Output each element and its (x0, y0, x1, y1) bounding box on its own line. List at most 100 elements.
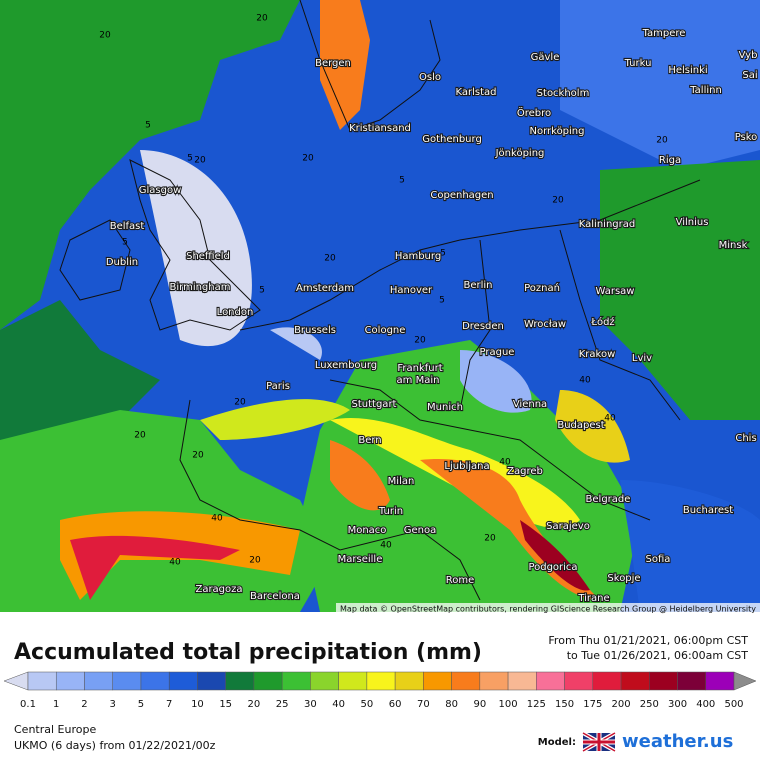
colorbar-box (366, 671, 396, 691)
colorbar-box (55, 671, 85, 691)
colorbar-label: 300 (668, 699, 687, 710)
city-label: Lviv (632, 353, 652, 364)
colorbar-label: 20 (248, 699, 261, 710)
colorbar-label: 80 (445, 699, 458, 710)
city-label: Kristiansand (349, 123, 411, 134)
city-label: Hanover (390, 285, 433, 296)
city-label: Bern (358, 435, 381, 446)
city-label: Karlstad (455, 87, 496, 98)
contour-label: 20 (194, 156, 206, 166)
colorbar-box (592, 671, 622, 691)
colorbar: 0.1 1 2 3 5 7 10 15 20 25 30 40 50 60 70 80 90 100 125 150 1… (3, 671, 757, 710)
city-label: Zaragoza (195, 584, 242, 595)
colorbar-label: 1 (53, 699, 59, 710)
contour-label: 20 (302, 154, 314, 164)
field-red (70, 535, 240, 600)
city-label: Tallinn (689, 85, 722, 96)
city-label: am Main (397, 375, 440, 386)
coastline (239, 179, 701, 331)
colorbar-box (225, 671, 255, 691)
contour-label: 40 (579, 376, 591, 386)
city-label: Poznań (524, 282, 560, 294)
field-green (600, 160, 760, 420)
colorbar-arrow-high (733, 671, 757, 691)
contour-label: 5 (187, 154, 193, 164)
city-label: Kaliningrad (579, 219, 635, 230)
field-blue (560, 0, 760, 170)
colorbar-box (564, 671, 594, 691)
contour-label: 20 (324, 254, 336, 264)
city-label: Jönköping (495, 148, 545, 159)
city-label: Cologne (365, 325, 406, 336)
contour-label: 20 (99, 31, 111, 41)
city-label: Bergen (315, 58, 351, 69)
city-label: Belfast (110, 221, 145, 232)
region: Central Europe (14, 723, 96, 736)
field-light (460, 350, 532, 413)
colorbar-box (84, 671, 113, 691)
city-label: Krakow (579, 349, 616, 360)
city-label: Minsk (719, 240, 748, 251)
contour-label: 20 (256, 14, 268, 24)
colorbar-box (649, 671, 678, 691)
city-label: Sarajevo (546, 521, 590, 532)
city-label: Berlin (463, 280, 492, 291)
city-label: Łódź (590, 316, 614, 328)
contour-label: 5 (259, 286, 265, 296)
colorbar-box (536, 671, 565, 691)
city-label: Monaco (348, 525, 387, 536)
contour-label: 40 (604, 414, 616, 424)
contour-label: 5 (399, 176, 405, 186)
contour-label: 20 (249, 556, 261, 566)
colorbar-label: 175 (583, 699, 602, 710)
city-label: Warsaw (595, 286, 634, 297)
city-label: Gothenburg (422, 134, 482, 145)
contour-label: 20 (234, 398, 246, 408)
city-label: Helsinki (668, 65, 707, 76)
city-label: Ljubljana (444, 461, 489, 472)
model: UKMO (6 days) from 01/22/2021/00z (14, 739, 216, 752)
contour-label: 5 (439, 296, 445, 306)
colorbar-box (705, 671, 735, 691)
colorbar-label: 7 (166, 699, 172, 710)
field-orange (320, 0, 370, 130)
city-label: Copenhagen (430, 190, 493, 201)
city-label: Sofia (646, 554, 671, 565)
colorbar-label: 50 (361, 699, 374, 710)
coastline (179, 399, 481, 601)
colorbar-box (197, 671, 226, 691)
colorbar-box (620, 671, 650, 691)
contour-label: 20 (552, 196, 564, 206)
colorbar-label: 70 (417, 699, 430, 710)
city-label: Glasgow (139, 185, 182, 196)
colorbar-label: 5 (138, 699, 144, 710)
city-label: Munich (427, 402, 463, 413)
contour-label: 20 (134, 431, 146, 441)
contour-label: 40 (169, 558, 181, 568)
border (559, 229, 681, 421)
city-label: Vilnius (676, 217, 709, 228)
city-label: Skopje (607, 573, 640, 584)
colorbar-label: 40 (332, 699, 345, 710)
colorbar-box (281, 671, 311, 691)
city-label: Tampere (642, 28, 686, 39)
colorbar-label: 125 (527, 699, 546, 710)
colorbar-box (479, 671, 509, 691)
field-light (140, 150, 252, 347)
field-yellow (555, 390, 630, 463)
attribution-bg (336, 603, 760, 613)
colorbar-label: 60 (389, 699, 402, 710)
contour-label: 20 (656, 136, 668, 146)
field-orange (330, 440, 390, 511)
contour-label: 20 (484, 534, 496, 544)
city-label: London (217, 307, 254, 318)
coastline (129, 159, 261, 331)
coastline (59, 219, 131, 301)
period-from: From Thu 01/21/2021, 06:00pm CST (548, 634, 748, 647)
uk-flag (582, 731, 616, 753)
model-label: Model: (538, 737, 576, 748)
border (329, 379, 651, 521)
colorbar-label: 90 (473, 699, 486, 710)
